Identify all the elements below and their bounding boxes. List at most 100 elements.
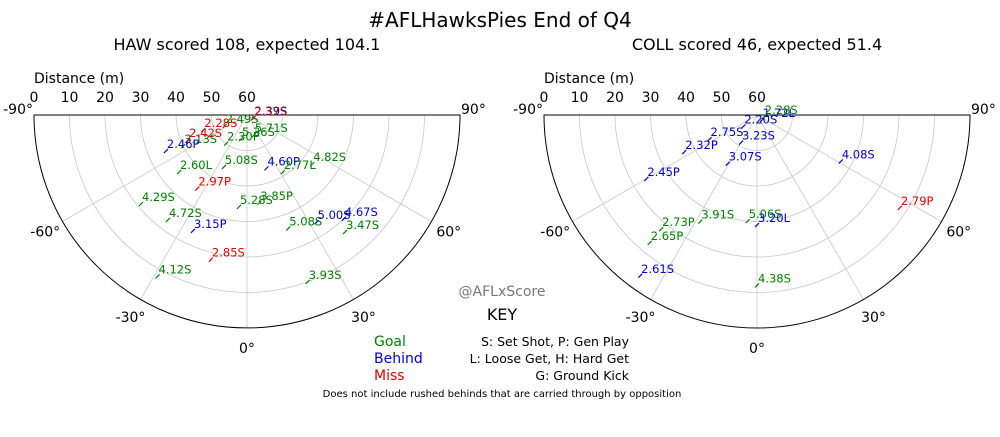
coll-shot-marker — [681, 149, 687, 155]
haw-angle-tick-label: -30° — [116, 310, 146, 326]
haw-shot-marker — [309, 161, 315, 167]
haw-shot-label: 2.30P — [227, 130, 260, 144]
key-code-ground-kick: G: Ground Kick — [535, 368, 629, 383]
coll-shot-label: 2.73P — [662, 215, 695, 229]
coll-shot-label: 2.28S — [765, 103, 798, 117]
coll-shot-marker — [838, 159, 844, 164]
key-code-shot-type: S: Set Shot, P: Gen Play — [481, 334, 630, 349]
coll-shot-marker — [754, 222, 760, 228]
coll-radial-tick-label: 50 — [713, 90, 731, 106]
haw-shot-marker — [251, 132, 257, 138]
haw-angle-tick-label: 60° — [436, 225, 461, 241]
coll-plot-boundary — [543, 114, 971, 329]
haw-radial-tick-label: 20 — [96, 90, 114, 106]
haw-shot-label: 2.60L — [180, 158, 213, 172]
coll-shot-label: 2.32P — [685, 138, 718, 152]
haw-shot-marker — [314, 219, 320, 225]
haw-grid-spoke — [62, 114, 248, 222]
haw-shot-marker — [185, 137, 191, 143]
haw-shot-label: 4.82S — [313, 150, 346, 164]
coll-shot-marker — [754, 282, 760, 288]
haw-shot-marker — [165, 217, 171, 223]
coll-shot-label: 5.06S — [749, 207, 782, 221]
coll-radial-tick-label: 20 — [606, 90, 624, 106]
key-footnote: Does not include rushed behinds that are… — [323, 389, 682, 400]
haw-shot-marker — [236, 204, 242, 210]
coll-shot-label: 3.20L — [758, 211, 791, 225]
haw-shot-label: 2.42S — [189, 126, 222, 140]
coll-radial-tick-label: 30 — [642, 90, 660, 106]
coll-shot-marker — [897, 205, 903, 211]
key-title: KEY — [487, 305, 518, 324]
haw-shot-marker — [341, 216, 347, 222]
haw-shot-panel: HAW scored 108, expected 104.1 Distance … — [3, 35, 486, 357]
haw-shot-label: 2.37S — [254, 104, 287, 118]
haw-shot-label: 3.93S — [309, 268, 342, 282]
key-box: KEY Goal Behind Miss S: Set Shot, P: Gen… — [323, 305, 682, 400]
coll-angle-tick-label: 0° — [749, 341, 765, 357]
haw-shot-label: 3.47S — [346, 218, 379, 232]
coll-angle-tick-label: 60° — [946, 225, 971, 241]
coll-shot-marker — [697, 219, 703, 224]
haw-angle-tick-label: 90° — [461, 102, 486, 118]
haw-angle-tick-label: 30° — [351, 310, 376, 326]
haw-shot-label: 4.72S — [169, 206, 202, 220]
haw-shot-label: 2.49S — [226, 112, 259, 126]
haw-radial-tick-label: 0 — [30, 90, 39, 106]
coll-shot-marker — [745, 218, 751, 224]
coll-radial-tick-label: 0 — [540, 90, 549, 106]
key-goal-label: Goal — [374, 334, 406, 350]
coll-shot-label: 2.79P — [901, 194, 934, 208]
coll-shot-marker — [647, 240, 653, 246]
haw-angle-tick-label: -60° — [30, 225, 60, 241]
coll-radial-tick-label: 10 — [571, 90, 589, 106]
coll-shot-marker — [761, 114, 767, 120]
coll-grid-spoke — [572, 114, 758, 222]
haw-shot-marker — [163, 148, 169, 154]
watermark: @AFLxScore — [459, 284, 546, 300]
haw-shot-marker — [264, 165, 269, 171]
coll-radial-tick-label: 40 — [677, 90, 695, 106]
coll-shot-marker — [658, 226, 664, 232]
coll-radial-axis-label: Distance (m) — [544, 71, 634, 87]
haw-shot-marker — [208, 257, 214, 263]
coll-grid-spoke — [650, 114, 758, 300]
haw-radial-tick-label: 30 — [132, 90, 150, 106]
haw-grid-spoke — [140, 114, 248, 300]
coll-shot-marker — [637, 273, 643, 279]
coll-shot-label: 1.72L — [763, 106, 796, 120]
haw-radial-tick-label: 50 — [203, 90, 221, 106]
haw-shot-label: 4.29S — [142, 190, 175, 204]
haw-shot-marker — [305, 279, 311, 285]
coll-shot-label: 2.65P — [651, 229, 684, 243]
coll-angle-tick-label: -90° — [513, 102, 543, 118]
haw-shot-label: 2.28S — [204, 116, 237, 130]
coll-shot-marker — [759, 117, 765, 123]
haw-shot-marker — [190, 228, 196, 234]
haw-shot-marker — [221, 164, 227, 170]
haw-shot-label: 2.97P — [198, 175, 231, 189]
haw-shot-label: 5.36S — [242, 125, 275, 139]
coll-shot-marker — [707, 136, 712, 142]
haw-shot-marker — [180, 143, 186, 149]
haw-radial-tick-label: 40 — [167, 90, 185, 106]
coll-shot-label: 3.07S — [729, 150, 762, 164]
coll-shot-label: 3.91S — [701, 208, 734, 222]
haw-shot-marker — [342, 229, 348, 235]
coll-shot-marker — [725, 161, 731, 167]
coll-shot-label: 2.75S — [711, 125, 744, 139]
coll-shot-label: 2.61S — [641, 262, 674, 276]
haw-grid-spoke — [246, 114, 432, 222]
coll-shot-marker — [643, 176, 649, 182]
haw-shot-label: 4.60P — [267, 154, 300, 168]
haw-shot-marker — [250, 116, 256, 121]
coll-shot-label: 4.38S — [758, 271, 791, 285]
haw-shot-label: 4.67S — [345, 205, 378, 219]
haw-shot-label: 5.28S — [240, 193, 273, 207]
haw-shot-label: 5.71S — [255, 121, 288, 135]
coll-angle-tick-label: 30° — [861, 310, 886, 326]
haw-shot-marker — [222, 123, 228, 129]
coll-angle-tick-label: -60° — [540, 225, 570, 241]
haw-angle-tick-label: 0° — [239, 341, 255, 357]
